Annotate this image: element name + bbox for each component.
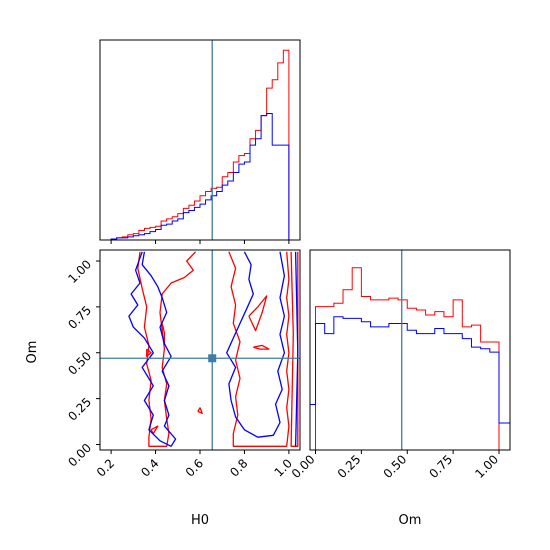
- contour-y-tick-label: 0.75: [65, 303, 94, 332]
- om-histogram-tick-label: 0.50: [381, 452, 410, 481]
- h0-axis-label: H0: [191, 513, 209, 528]
- contour-frame: [99, 249, 301, 451]
- red-contour-3: [253, 344, 270, 350]
- blue-contour-0: [128, 251, 177, 447]
- om-axis-label-y: Om: [25, 341, 40, 364]
- contour-x-tick-label: 0.8: [227, 456, 250, 479]
- h0-histogram-red-step: [100, 49, 300, 240]
- om-histogram-tick-label: 0.75: [426, 452, 455, 481]
- contour-x-tick-label: 0.4: [138, 456, 161, 479]
- contour-y-tick-label: 0.50: [65, 349, 94, 378]
- h0-histogram-frame: [99, 39, 301, 241]
- om-histogram-tick-label: 1.00: [472, 452, 501, 481]
- om-histogram-blue-step: [310, 316, 510, 450]
- h0-histogram-blue-series: [100, 112, 300, 240]
- om-histogram-tick-label: 0.25: [335, 452, 364, 481]
- red-contour-7: [197, 407, 203, 414]
- contour-y-tick-label: 1.00: [65, 257, 94, 286]
- h0-histogram-blue-step: [100, 112, 300, 240]
- om-histogram-blue-series: [310, 316, 510, 450]
- contour-x-tick-label: 0.2: [94, 456, 117, 479]
- contour-y-ticks: 0.00 0.25 0.50 0.75 1.00: [65, 257, 100, 470]
- om-histogram-panel: 0.00 0.25 0.50 0.75 1.00: [289, 249, 511, 481]
- contour-x-tick-label: 0.6: [183, 456, 206, 479]
- contour-blue-series: [128, 251, 299, 447]
- red-contour-1: [228, 251, 290, 447]
- red-contour-4: [248, 295, 268, 332]
- h0-histogram-ticks: [110, 240, 290, 244]
- contour-truth-marker: [208, 354, 217, 363]
- om-histogram-frame: [309, 249, 511, 451]
- h0-histogram-red-series: [100, 49, 300, 240]
- contour-y-tick-label: 0.00: [65, 441, 94, 470]
- contour-y-tick-label: 0.25: [65, 395, 94, 424]
- om-histogram-x-ticks: 0.00 0.25 0.50 0.75 1.00: [289, 450, 501, 481]
- red-contour-0: [137, 251, 197, 447]
- red-contour-5: [146, 348, 152, 358]
- blue-contour-2: [294, 251, 299, 447]
- om-histogram-red-series: [310, 267, 510, 450]
- h0-histogram-panel: [99, 39, 301, 244]
- red-contour-8: [290, 251, 299, 447]
- blue-contour-1: [226, 251, 286, 438]
- om-axis-label-x: Om: [399, 513, 422, 528]
- om-histogram-tick-label: 0.00: [289, 452, 318, 481]
- red-contour-6: [150, 425, 159, 435]
- h0-om-contour-panel: 0.2 0.4 0.6 0.8 1.0 0.000.250.500.751.00: [65, 249, 301, 480]
- om-histogram-red-step: [310, 267, 510, 450]
- contour-red-series: [137, 251, 299, 447]
- contour-x-ticks: 0.2 0.4 0.6 0.8 1.0: [94, 450, 295, 480]
